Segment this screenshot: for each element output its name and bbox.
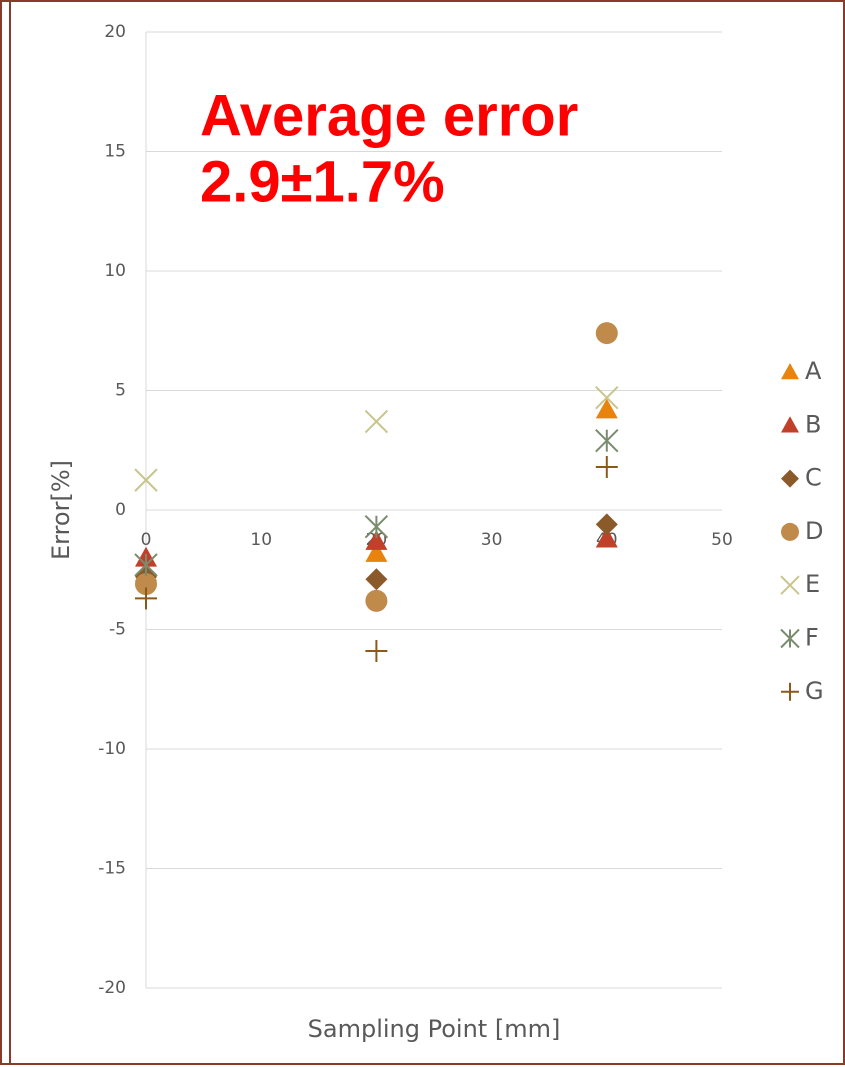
y-tick-label: -20 xyxy=(98,978,126,998)
marker xyxy=(364,515,389,539)
x-tick-label: 0 xyxy=(141,530,152,550)
y-axis-title: Error[%] xyxy=(47,460,75,560)
circle xyxy=(135,573,157,596)
y-tick-label: 5 xyxy=(115,381,126,401)
triangle xyxy=(595,398,618,419)
stroke xyxy=(134,468,158,492)
marker xyxy=(595,398,618,419)
legend-marker xyxy=(781,363,799,380)
triangle xyxy=(595,527,618,548)
x-axis-title: Sampling Point [mm] xyxy=(308,1015,561,1043)
x-tick-label: 50 xyxy=(711,530,733,550)
diamond xyxy=(595,513,618,536)
marker xyxy=(365,640,388,663)
y-tick-label: 0 xyxy=(115,500,126,520)
legend-label: B xyxy=(805,410,821,438)
legend-marker xyxy=(781,416,799,433)
legend-label: A xyxy=(805,357,822,385)
marker xyxy=(364,409,389,434)
marker xyxy=(365,589,388,612)
triangle xyxy=(781,363,799,380)
y-tick-label: -10 xyxy=(98,739,126,759)
legend-marker xyxy=(781,522,799,541)
marker xyxy=(365,568,388,591)
x-tick-label: 10 xyxy=(250,530,272,550)
legend-label: G xyxy=(805,677,824,705)
marker xyxy=(134,553,158,577)
marker xyxy=(365,530,388,550)
diamond xyxy=(365,568,388,591)
diamond xyxy=(781,469,799,488)
marker xyxy=(134,468,158,492)
legend-label: F xyxy=(805,624,819,652)
marker xyxy=(595,428,619,453)
circle xyxy=(781,522,799,541)
y-tick-label: 10 xyxy=(104,261,126,281)
marker xyxy=(365,542,388,562)
marker xyxy=(595,455,618,478)
marker xyxy=(595,322,618,345)
y-tick-label: -5 xyxy=(109,620,126,640)
marker xyxy=(135,573,157,596)
legend-marker xyxy=(780,628,800,649)
marker xyxy=(595,513,618,536)
stroke xyxy=(595,385,619,410)
triangle xyxy=(365,542,388,562)
legend-label: C xyxy=(805,464,822,492)
marker xyxy=(595,527,618,548)
stroke xyxy=(780,575,800,595)
stroke xyxy=(364,409,389,434)
y-tick-label: 20 xyxy=(104,22,126,42)
annotation: Average error xyxy=(200,83,578,148)
y-tick-label: 15 xyxy=(104,142,126,162)
legend-marker xyxy=(780,575,800,595)
triangle xyxy=(781,416,799,433)
annotation: 2.9±1.7% xyxy=(200,149,445,214)
legend-label: E xyxy=(805,570,820,598)
circle xyxy=(365,589,388,612)
legend-marker xyxy=(781,469,799,488)
marker xyxy=(135,587,157,610)
legend-marker xyxy=(781,682,799,701)
y-tick-label: -15 xyxy=(98,859,126,879)
legend-label: D xyxy=(805,517,823,545)
circle xyxy=(595,322,618,345)
triangle xyxy=(365,530,388,550)
marker xyxy=(595,385,619,410)
x-tick-label: 30 xyxy=(481,530,503,550)
